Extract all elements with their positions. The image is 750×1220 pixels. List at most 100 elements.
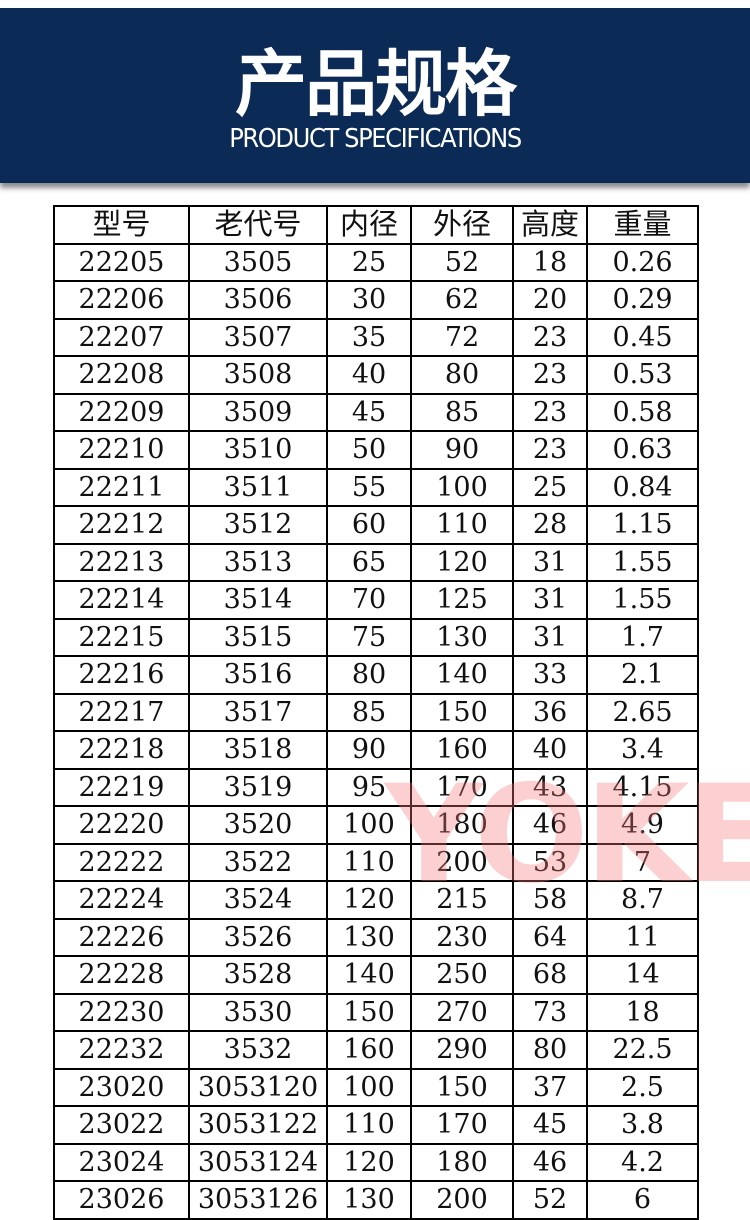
table-cell: 3532 <box>188 1030 328 1070</box>
table-cell: 62 <box>410 280 514 320</box>
table-cell: 22216 <box>53 655 190 695</box>
table-cell: 1.55 <box>586 580 699 620</box>
table-cell: 200 <box>410 1180 514 1220</box>
table-row: 22218 3518 90 160 40 3.4 <box>53 730 699 770</box>
table-cell: 30 <box>326 280 412 320</box>
table-row: 22212 3512 60 110 28 1.15 <box>53 505 699 545</box>
table-cell: 95 <box>326 767 412 807</box>
table-cell: 120 <box>326 1142 412 1182</box>
table-cell: 250 <box>410 955 514 995</box>
table-cell: 25 <box>326 242 412 282</box>
table-cell: 3053124 <box>188 1142 328 1182</box>
table-cell: 3524 <box>188 880 328 920</box>
table-cell: 46 <box>512 805 588 845</box>
table-cell: 3511 <box>188 467 328 507</box>
table-cell: 28 <box>512 505 588 545</box>
table-cell: 120 <box>410 542 514 582</box>
table-cell: 0.58 <box>586 392 699 432</box>
table-row: 22207 3507 35 72 23 0.45 <box>53 317 699 357</box>
table-cell: 23 <box>512 355 588 395</box>
table-cell: 22207 <box>53 317 190 357</box>
table-cell: 130 <box>410 617 514 657</box>
table-cell: 160 <box>326 1030 412 1070</box>
table-cell: 160 <box>410 730 514 770</box>
table-cell: 22232 <box>53 1030 190 1070</box>
table-cell: 22213 <box>53 542 190 582</box>
table-cell: 0.26 <box>586 242 699 282</box>
table-row: 22209 3509 45 85 23 0.58 <box>53 392 699 432</box>
table-cell: 36 <box>512 692 588 732</box>
table-cell: 22215 <box>53 617 190 657</box>
table-cell: 33 <box>512 655 588 695</box>
table-cell: 130 <box>326 1180 412 1220</box>
table-cell: 110 <box>326 1105 412 1145</box>
table-cell: 0.84 <box>586 467 699 507</box>
table-cell: 22212 <box>53 505 190 545</box>
table-cell: 22208 <box>53 355 190 395</box>
table-cell: 6 <box>586 1180 699 1220</box>
table-cell: 150 <box>326 992 412 1032</box>
table-cell: 1.15 <box>586 505 699 545</box>
table-row: 22228 3528 140 250 68 14 <box>53 955 699 995</box>
table-cell: 55 <box>326 467 412 507</box>
table-row: 22214 3514 70 125 31 1.55 <box>53 580 699 620</box>
table-row: 22215 3515 75 130 31 1.7 <box>53 617 699 657</box>
table-cell: 3053120 <box>188 1067 328 1107</box>
table-cell: 3508 <box>188 355 328 395</box>
table-row: 22224 3524 120 215 58 8.7 <box>53 880 699 920</box>
table-cell: 3053122 <box>188 1105 328 1145</box>
page-title: 产品规格 <box>234 42 517 126</box>
table-cell: 3514 <box>188 580 328 620</box>
table-row: 22213 3513 65 120 31 1.55 <box>53 542 699 582</box>
table-row: 22217 3517 85 150 36 2.65 <box>53 692 699 732</box>
column-header: 高度 <box>512 205 588 245</box>
table-cell: 22209 <box>53 392 190 432</box>
table-cell: 22214 <box>53 580 190 620</box>
table-cell: 45 <box>512 1105 588 1145</box>
spec-table: 型号 老代号 内径 外径 高度 重量 22205 3505 25 52 18 0.26 22206 35… <box>53 205 699 1220</box>
table-cell: 8.7 <box>586 880 699 920</box>
table-cell: 70 <box>326 580 412 620</box>
table-cell: 3510 <box>188 430 328 470</box>
table-cell: 22218 <box>53 730 190 770</box>
table-row: 22232 3532 160 290 80 22.5 <box>53 1030 699 1070</box>
table-cell: 22205 <box>53 242 190 282</box>
table-cell: 85 <box>326 692 412 732</box>
table-cell: 4.2 <box>586 1142 699 1182</box>
table-cell: 1.55 <box>586 542 699 582</box>
table-cell: 3516 <box>188 655 328 695</box>
table-cell: 23022 <box>53 1105 190 1145</box>
table-cell: 3526 <box>188 917 328 957</box>
table-cell: 3513 <box>188 542 328 582</box>
table-cell: 3053126 <box>188 1180 328 1220</box>
table-cell: 22220 <box>53 805 190 845</box>
column-header: 老代号 <box>188 205 328 245</box>
table-cell: 58 <box>512 880 588 920</box>
table-cell: 31 <box>512 542 588 582</box>
table-cell: 46 <box>512 1142 588 1182</box>
table-row: 22222 3522 110 200 53 7 <box>53 842 699 882</box>
table-cell: 18 <box>586 992 699 1032</box>
table-cell: 72 <box>410 317 514 357</box>
table-cell: 37 <box>512 1067 588 1107</box>
table-row: 23022 3053122 110 170 45 3.8 <box>53 1105 699 1145</box>
table-cell: 3505 <box>188 242 328 282</box>
table-cell: 3.4 <box>586 730 699 770</box>
table-cell: 31 <box>512 617 588 657</box>
table-cell: 80 <box>410 355 514 395</box>
table-row: 22219 3519 95 170 43 4.15 <box>53 767 699 807</box>
table-cell: 45 <box>326 392 412 432</box>
table-cell: 100 <box>326 1067 412 1107</box>
table-cell: 52 <box>410 242 514 282</box>
table-cell: 215 <box>410 880 514 920</box>
table-cell: 3530 <box>188 992 328 1032</box>
column-header: 型号 <box>53 205 190 245</box>
table-cell: 100 <box>326 805 412 845</box>
table-cell: 2.65 <box>586 692 699 732</box>
table-cell: 75 <box>326 617 412 657</box>
table-cell: 3520 <box>188 805 328 845</box>
table-cell: 120 <box>326 880 412 920</box>
table-cell: 3507 <box>188 317 328 357</box>
table-cell: 290 <box>410 1030 514 1070</box>
table-cell: 22206 <box>53 280 190 320</box>
